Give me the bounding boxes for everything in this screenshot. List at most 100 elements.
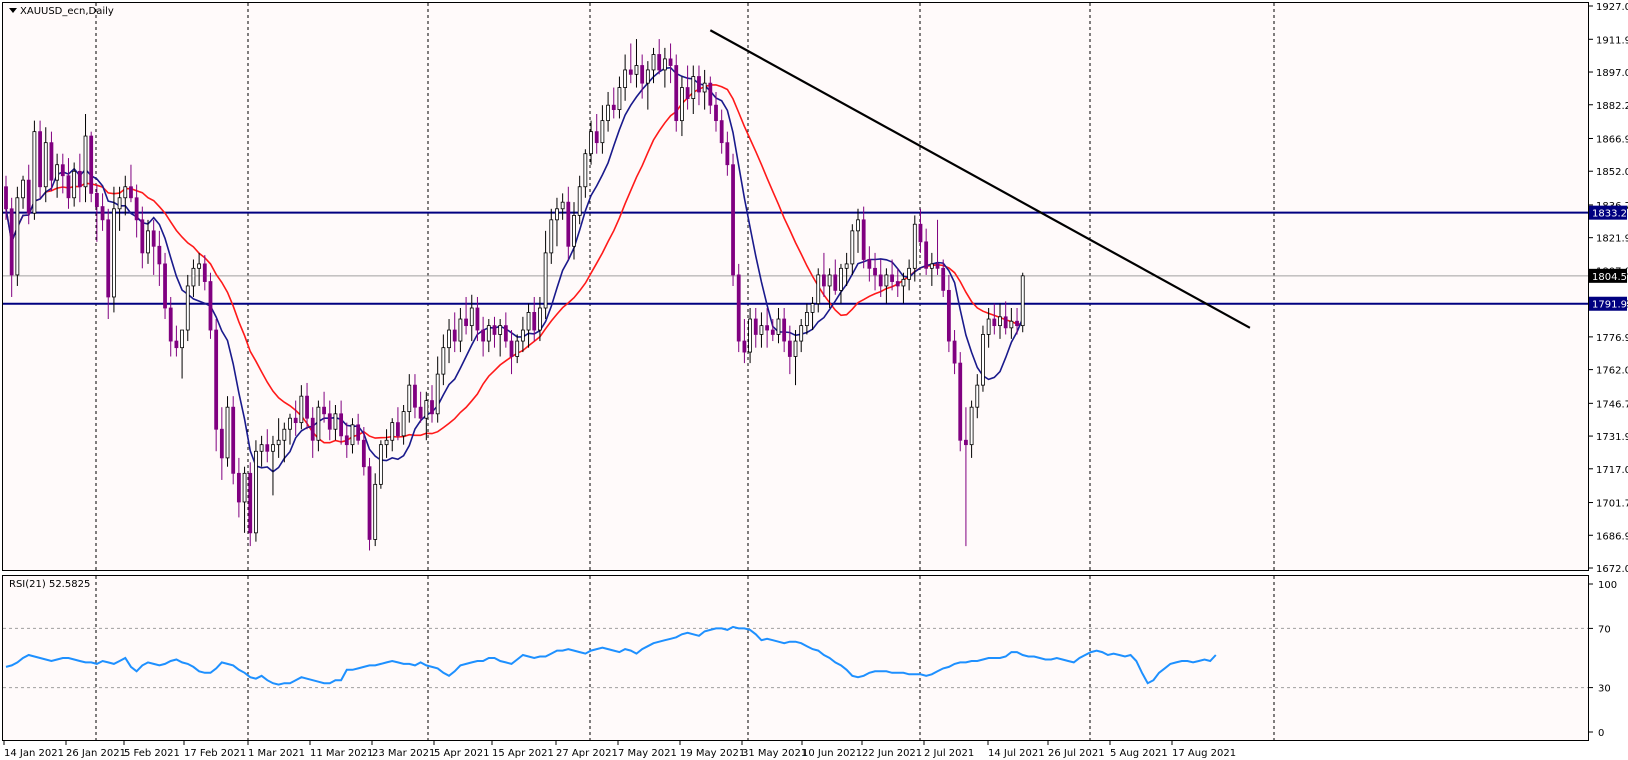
candle-body <box>958 362 963 441</box>
candle-body <box>538 307 542 331</box>
candle-body <box>231 406 236 474</box>
y-axis-tick-label: 1717.05 <box>1596 465 1628 476</box>
y-axis-tick-label: 1866.90 <box>1596 134 1628 145</box>
candle-body <box>611 104 616 111</box>
moving-average-blue-line <box>5 66 1024 473</box>
y-axis-tick-label: 1852.05 <box>1596 167 1628 178</box>
candle-body <box>992 318 997 327</box>
y-axis-tick-label: 1821.90 <box>1596 234 1628 245</box>
candle-body <box>680 87 684 122</box>
candle-body <box>146 230 150 254</box>
candle-body <box>577 186 582 216</box>
candle-body <box>38 131 42 188</box>
candle-body <box>924 241 929 269</box>
candle-body <box>66 175 71 199</box>
rsi-line <box>5 625 1217 686</box>
candle-body <box>333 413 338 430</box>
price-label-box <box>1589 205 1627 220</box>
symbol-title: XAUUSD_ecn,Daily <box>9 6 114 17</box>
candle-body <box>401 411 406 437</box>
rsi-axis-tick-label: 100 <box>1598 580 1617 591</box>
candle-body <box>685 87 690 99</box>
candle-body <box>424 400 429 419</box>
candle-body <box>770 329 775 335</box>
candle-body <box>418 406 423 419</box>
price-label-box <box>1589 268 1627 283</box>
candle-body <box>600 120 605 144</box>
candle-body <box>123 186 128 199</box>
candle-body <box>180 329 184 349</box>
candle-body <box>185 285 190 331</box>
candle-body <box>884 274 889 287</box>
x-axis-tick-label: 26 Jan 2021 <box>66 748 126 759</box>
candle-body <box>935 263 940 269</box>
candle-body <box>640 65 645 84</box>
candle-body <box>736 274 741 342</box>
candle-body <box>157 245 162 265</box>
candle-body <box>793 340 798 357</box>
candle-body <box>998 316 1002 327</box>
candle-body <box>634 65 639 75</box>
candle-body <box>129 186 133 199</box>
candle-body <box>475 307 480 331</box>
candle-body <box>589 131 593 155</box>
candle-body <box>486 325 491 342</box>
rsi-title: RSI(21) 52.5825 <box>9 579 91 590</box>
candle-body <box>799 325 804 342</box>
candle-body <box>782 318 787 342</box>
candle-body <box>515 340 520 357</box>
candle-body <box>327 413 332 430</box>
candle-body <box>361 439 366 468</box>
rsi-indicator-panel[interactable]: RSI(21) 52.5825 <box>2 575 1589 741</box>
candle-body <box>356 424 361 441</box>
candle-body <box>912 223 917 269</box>
candle-body <box>15 197 20 276</box>
candle-body <box>628 69 633 75</box>
candle-body <box>566 201 571 247</box>
candle-body <box>725 142 730 166</box>
candle-body <box>753 318 758 335</box>
y-axis-tick-label: 1911.90 <box>1596 35 1628 46</box>
candle-body <box>407 384 412 413</box>
candle-body <box>293 417 298 424</box>
candle-body <box>856 219 860 232</box>
candle-body <box>867 259 872 269</box>
candle-body <box>1020 275 1025 327</box>
x-axis-tick-label: 10 Jun 2021 <box>802 748 862 759</box>
candle-body <box>986 318 991 335</box>
candle-body <box>174 340 179 349</box>
candle-body <box>668 58 673 66</box>
candle-body <box>112 208 116 298</box>
candle-body <box>645 69 650 84</box>
candle-body <box>367 466 372 540</box>
y-axis-tick-label: 1776.90 <box>1596 333 1628 344</box>
candle-body <box>981 334 985 386</box>
y-axis-tick-label: 1686.90 <box>1596 531 1628 542</box>
candle-body <box>549 219 554 254</box>
candle-body <box>532 312 537 331</box>
candle-body <box>651 54 656 71</box>
y-axis-tick-label: 1672.05 <box>1596 564 1628 575</box>
price-chart-panel[interactable]: XAUUSD_ecn,Daily <box>2 2 1589 571</box>
candle-body <box>310 417 315 441</box>
candle-body <box>822 274 826 287</box>
candle-body <box>55 164 60 181</box>
candle-body <box>276 439 281 446</box>
candle-body <box>208 281 213 331</box>
candle-body <box>271 444 275 452</box>
candle-body <box>384 439 389 446</box>
candle-body <box>708 82 713 106</box>
candle-body <box>509 340 514 357</box>
candle-body <box>975 384 980 408</box>
rsi-axis-tick-label: 0 <box>1598 728 1604 739</box>
candle-body <box>662 58 667 71</box>
y-axis-tick-label: 1731.90 <box>1596 432 1628 443</box>
x-axis-tick-label: 5 Aug 2021 <box>1110 748 1168 759</box>
candle-body <box>492 325 497 335</box>
x-axis-tick-label: 17 Feb 2021 <box>184 748 246 759</box>
y-axis-tick-label: 1762.05 <box>1596 366 1628 377</box>
candle-body <box>259 444 264 452</box>
candle-body <box>907 267 912 280</box>
